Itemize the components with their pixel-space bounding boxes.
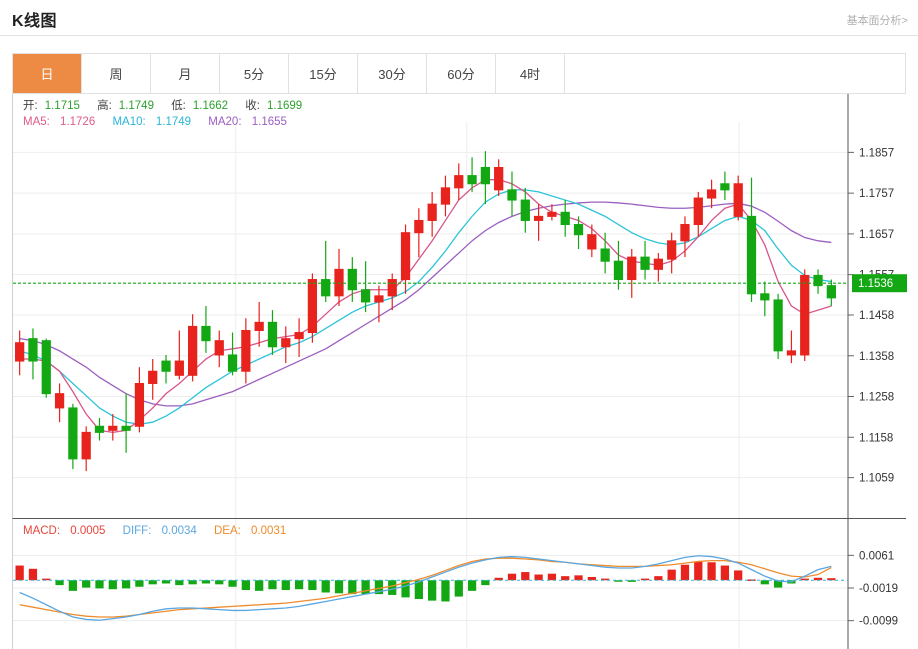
tab-3[interactable]: 5分 (220, 54, 289, 93)
fundamental-analysis-link[interactable]: 基本面分析> (846, 15, 908, 27)
svg-text:-0.0099: -0.0099 (859, 616, 898, 628)
svg-text:1.1757: 1.1757 (859, 188, 894, 200)
tab-6[interactable]: 60分 (427, 54, 496, 93)
timeframe-tabbar: 日周月 5分 15分 30分 60分 4时 (12, 53, 906, 94)
macd-panel: MACD: 0.0005 DIFF: 0.0034 DEA: 0.0031 0.… (12, 518, 906, 649)
page-title: K线图 (12, 13, 58, 30)
candlestick-plot: 1.18571.17571.16571.15571.14581.13581.12… (13, 94, 907, 518)
macd-plot: 0.0061 -0.0019 -0.0099 (13, 519, 898, 649)
tab-5[interactable]: 30分 (358, 54, 427, 93)
tab-7[interactable]: 4时 (496, 54, 565, 93)
tab-4[interactable]: 15分 (289, 54, 358, 93)
tabbar-filler (565, 54, 906, 93)
tab-2[interactable]: 月 (151, 54, 220, 93)
tab-1[interactable]: 周 (82, 54, 151, 93)
svg-text:1.1857: 1.1857 (859, 147, 894, 159)
svg-text:1.1059: 1.1059 (859, 473, 894, 485)
page-header: K线图 基本面分析> (0, 0, 918, 36)
svg-text:1.1657: 1.1657 (859, 229, 894, 241)
current-price-badge: 1.1536 (858, 278, 893, 290)
svg-text:1.1158: 1.1158 (859, 432, 893, 444)
svg-text:1.1458: 1.1458 (859, 310, 894, 322)
price-panel: 开: 1.1715 高: 1.1749 低: 1.1662 收: 1.1699 MA5:… (12, 94, 907, 518)
svg-text:1.1258: 1.1258 (859, 392, 894, 404)
chart-area: 开: 1.1715 高: 1.1749 低: 1.1662 收: 1.1699 MA5:… (12, 94, 907, 649)
tab-0[interactable]: 日 (13, 54, 82, 93)
svg-text:1.1358: 1.1358 (859, 351, 894, 363)
svg-text:0.0061: 0.0061 (859, 550, 894, 562)
svg-text:-0.0019: -0.0019 (859, 583, 898, 595)
